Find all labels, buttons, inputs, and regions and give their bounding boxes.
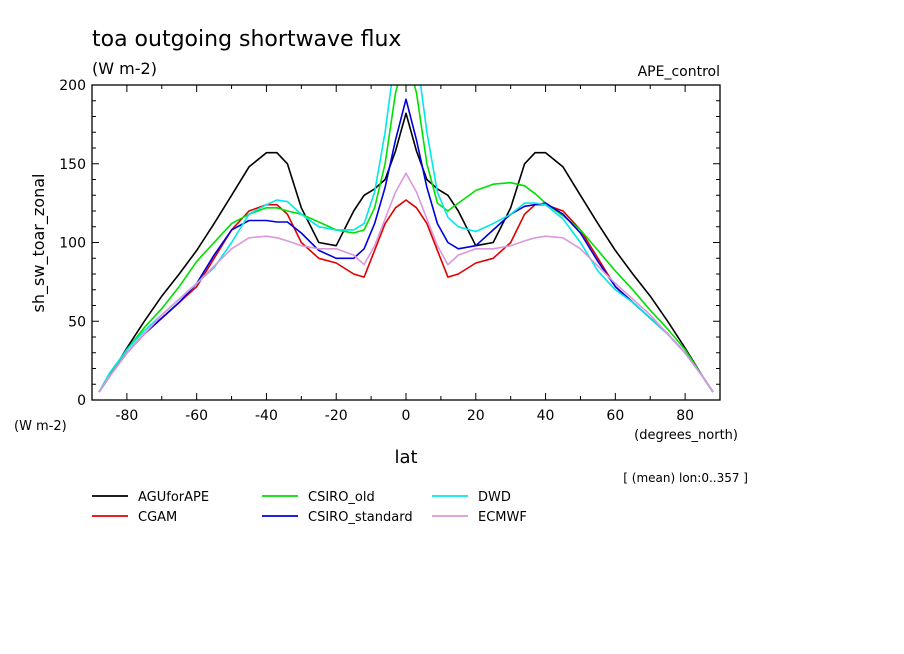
legend-label: DWD [478, 490, 511, 505]
x-axis-label: lat [394, 447, 417, 468]
x-tick-label: -20 [325, 408, 348, 424]
series-line-cgam [98, 199, 714, 393]
series-line-csiro-standard [98, 98, 714, 393]
x-tick-label: 80 [676, 408, 694, 424]
legend-label: CGAM [138, 510, 177, 525]
x-tick-label: 0 [402, 408, 411, 424]
y-tick-label: 0 [77, 393, 86, 409]
series-line-csiro-old [98, 85, 714, 393]
legend: AGUforAPE CGAM CSIRO_old CSIRO_standard DWD E… [92, 490, 527, 525]
y-tick-label: 50 [68, 314, 86, 330]
x-tick-label: -80 [115, 408, 138, 424]
chart-units: (W m-2) [92, 59, 157, 78]
series-line-aguforape [98, 112, 714, 393]
y-axis-label: sh_sw_toar_zonal [29, 174, 49, 313]
y-tick-label: 100 [59, 236, 86, 252]
x-tick-label: 40 [537, 408, 555, 424]
legend-label: CSIRO_old [308, 490, 375, 505]
chart-title: toa outgoing shortwave flux [92, 27, 401, 52]
x-tick-label: -40 [255, 408, 278, 424]
y-tick-label: 150 [59, 157, 86, 173]
legend-label: CSIRO_standard [308, 510, 413, 525]
plot-frame [91, 84, 721, 401]
mean-note: [ (mean) lon:0..357 ] [623, 471, 748, 485]
series-line-ecmwf [98, 172, 714, 393]
y-axis-units: (W m-2) [14, 419, 67, 434]
y-tick-label: 200 [59, 78, 86, 94]
series-line-dwd [98, 85, 714, 393]
x-tick-label: -60 [185, 408, 208, 424]
x-tick-label: 20 [467, 408, 485, 424]
legend-label: ECMWF [478, 510, 527, 525]
legend-label: AGUforAPE [138, 490, 209, 505]
x-tick-label: 60 [606, 408, 624, 424]
experiment-label: APE_control [638, 64, 720, 80]
x-axis-units: (degrees_north) [634, 428, 738, 443]
